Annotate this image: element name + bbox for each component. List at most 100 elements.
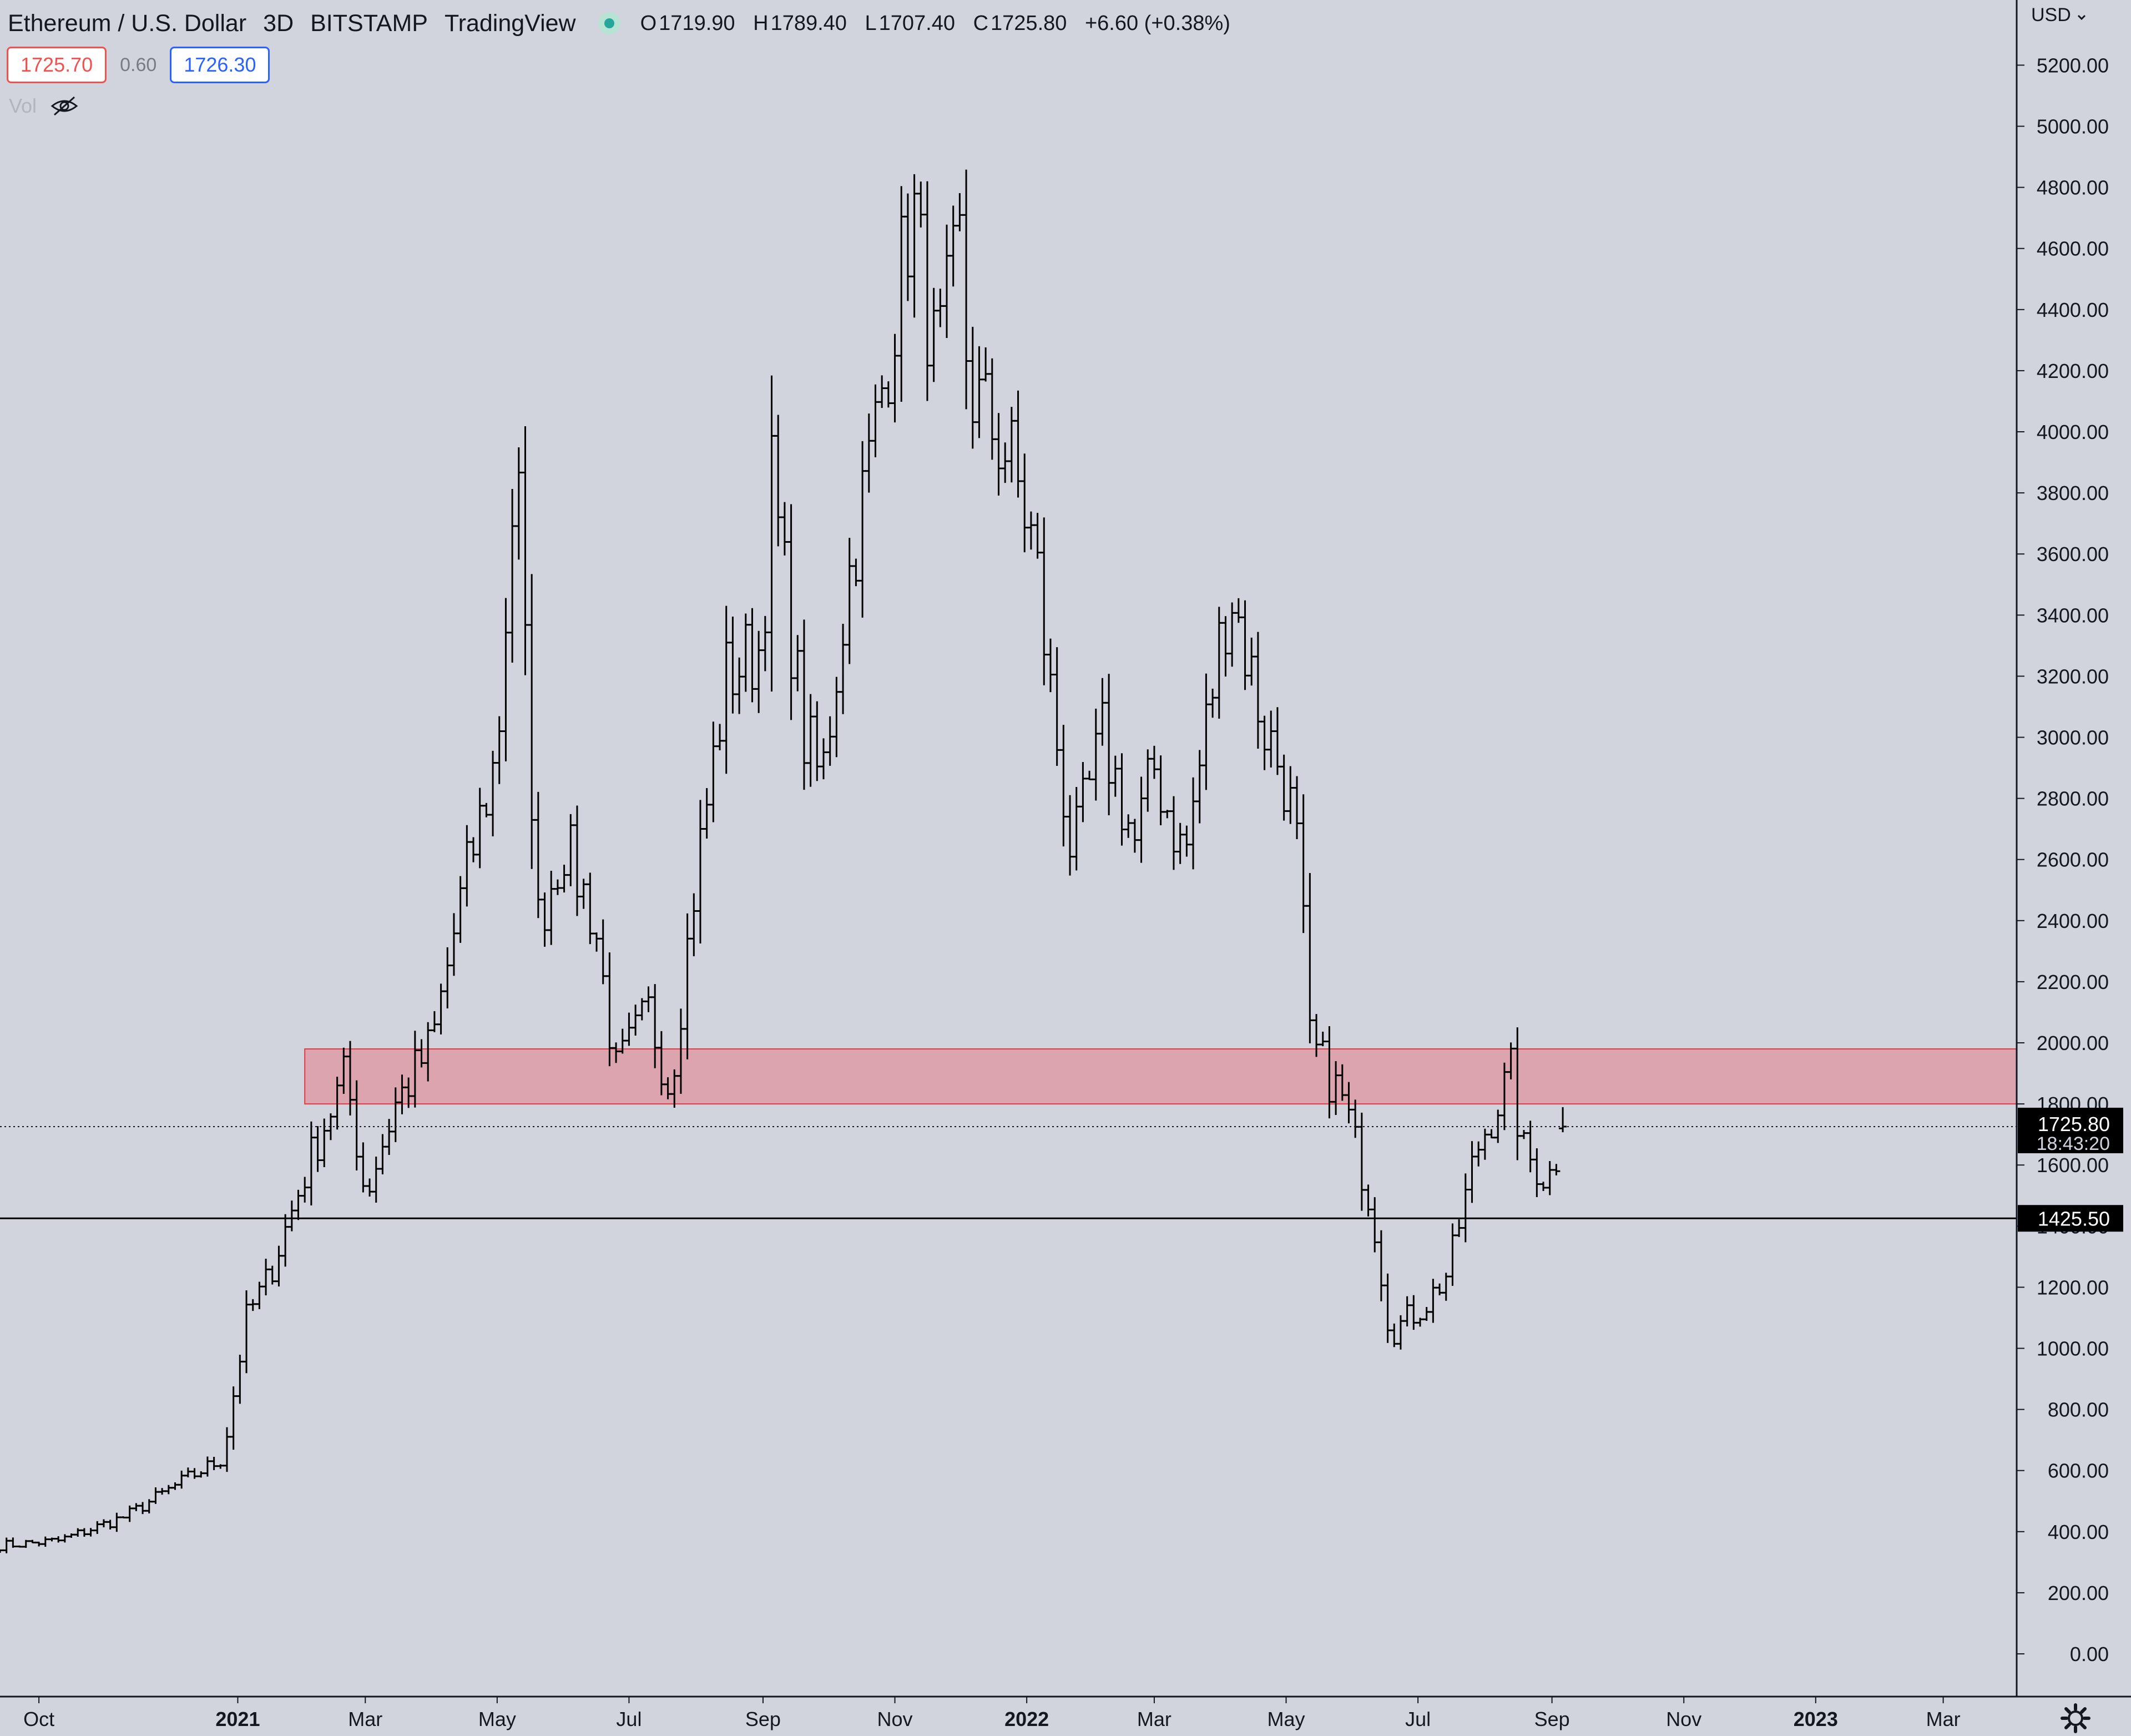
ohlc-bar (1319, 1031, 1327, 1047)
y-tick-label: 3600.00 (2037, 543, 2109, 566)
ohlc-bar (819, 738, 827, 780)
y-tick-label: 3000.00 (2037, 726, 2109, 749)
chevron-down-icon (2078, 14, 2086, 21)
ohlc-bar (1072, 786, 1080, 871)
ohlc-bar (541, 892, 549, 947)
ohlc-bar (463, 825, 471, 907)
ohlc-bar (1150, 745, 1158, 779)
ohlc-bar (755, 630, 763, 713)
ohlc-bar (903, 193, 912, 301)
ohlc-bar (1209, 688, 1217, 718)
ohlc-bar (1481, 1128, 1489, 1160)
y-tick-label: 600.00 (2048, 1460, 2109, 1482)
ohlc-bar (372, 1156, 380, 1203)
ohlc-bar (1539, 1182, 1548, 1192)
x-tick-label: 2021 (215, 1708, 260, 1730)
source-label: TradingView (444, 9, 576, 37)
y-tick-label: 4600.00 (2037, 238, 2109, 260)
ohlc-bar (891, 334, 899, 423)
resistance-zone[interactable] (304, 1048, 2017, 1105)
ohlc-bar (184, 1467, 192, 1478)
high-key: H (753, 11, 769, 35)
ohlc-bar (1079, 761, 1087, 822)
y-tick-label: 2000.00 (2037, 1032, 2109, 1054)
symbol-title[interactable]: Ethereum / U.S. Dollar (8, 9, 247, 37)
ohlc-bar (495, 716, 503, 784)
ohlc-bar (780, 502, 789, 556)
ohlc-bar (287, 1200, 296, 1232)
ohlc-bar (378, 1134, 387, 1174)
ohlc-bar (1183, 825, 1191, 857)
ohlc-bar (949, 205, 957, 287)
ohlc-bar (1234, 598, 1243, 623)
interval-label[interactable]: 3D (263, 9, 294, 37)
x-tick-label: May (1268, 1708, 1305, 1730)
ohlc-bar (60, 1534, 69, 1543)
ohlc-bar (430, 1011, 438, 1032)
ohlc-bar (767, 375, 776, 692)
ohlc-bar (1053, 647, 1061, 766)
ohlc-bar (1429, 1279, 1437, 1323)
ohlc-bar (962, 169, 971, 410)
gear-icon[interactable] (2060, 1703, 2091, 1734)
ohlc-bar (456, 876, 464, 943)
ohlc-bar (1001, 442, 1009, 483)
ohlc-bar (1299, 794, 1307, 933)
ohlc-bar (1176, 822, 1184, 864)
ohlc-bar (307, 1121, 315, 1206)
ohlc-bar (210, 1457, 218, 1470)
ohlc-bar (845, 538, 854, 664)
last-price-badge[interactable] (2018, 1107, 2123, 1153)
ohlc-bar (1546, 1161, 1554, 1195)
ask-button[interactable]: 1726.30 (170, 47, 270, 83)
close-value: 1725.80 (991, 11, 1067, 35)
ohlc-bar (190, 1468, 199, 1479)
ohlc-bar (203, 1456, 211, 1477)
ohlc-bar (579, 879, 588, 909)
ohlc-bar (450, 913, 458, 976)
ohlc-bar (1364, 1184, 1372, 1217)
ohlc-bar (197, 1471, 205, 1478)
ohlc-bar (87, 1528, 95, 1537)
ohlc-bar (1533, 1148, 1541, 1198)
ohlc-bar (359, 1142, 367, 1193)
spread-value: 0.60 (120, 54, 157, 75)
ohlc-bar (1157, 755, 1165, 826)
y-tick-label: 2200.00 (2037, 971, 2109, 993)
ohlc-bar (1059, 725, 1068, 847)
ohlc-bar (1221, 616, 1230, 677)
ohlc-bar (800, 619, 808, 790)
ohlc-bar (632, 1005, 640, 1036)
ohlc-bar (1559, 1107, 1567, 1133)
ohlc-bar (443, 947, 452, 1008)
ohlc-bar (41, 1536, 49, 1547)
ohlc-bar (1286, 766, 1295, 824)
y-tick-label: 3800.00 (2037, 482, 2109, 504)
ohlc-bar (1118, 753, 1126, 846)
bid-button[interactable]: 1725.70 (7, 47, 107, 83)
y-tick-label: 3200.00 (2037, 665, 2109, 688)
ohlc-bar (975, 346, 983, 438)
ohlc-bar (1169, 796, 1178, 870)
ohlc-bar (1027, 511, 1035, 550)
ohlc-bar (690, 893, 698, 956)
volume-legend: Vol (9, 94, 79, 118)
ohlc-bar (839, 623, 847, 714)
x-tick-label: Sep (1534, 1708, 1570, 1730)
y-tick-label: 400.00 (2048, 1521, 2109, 1543)
ohlc-bar (923, 181, 931, 401)
ohlc-bar (729, 616, 737, 714)
ohlc-bar (936, 289, 945, 327)
ohlc-bar (878, 375, 886, 408)
eye-off-icon[interactable] (50, 95, 79, 117)
ohlc-bar (1040, 517, 1048, 685)
support-price-badge[interactable] (2018, 1205, 2123, 1232)
ohlc-bar (80, 1528, 88, 1537)
ohlc-bar (943, 224, 951, 339)
x-tick-label: Mar (1926, 1708, 1961, 1730)
ohlc-bar (625, 1012, 633, 1046)
volume-label: Vol (9, 94, 37, 117)
currency-dropdown[interactable]: USD (2031, 4, 2087, 26)
ohlc-bar (897, 186, 906, 402)
